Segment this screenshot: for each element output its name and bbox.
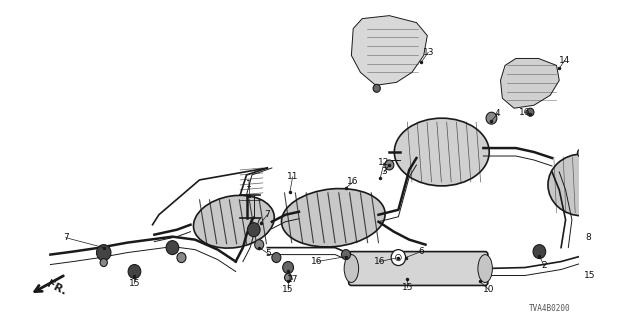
Circle shape [584,245,589,251]
Circle shape [486,112,497,124]
Circle shape [595,248,600,255]
Ellipse shape [282,188,385,247]
Ellipse shape [344,255,358,283]
Text: 14: 14 [559,56,570,65]
Text: 17: 17 [287,275,298,284]
Text: 16: 16 [311,257,323,266]
Circle shape [166,241,179,255]
Text: FR.: FR. [45,279,68,298]
Circle shape [385,160,394,170]
Circle shape [592,258,603,269]
Circle shape [285,274,292,282]
Text: 8: 8 [586,233,591,242]
Circle shape [580,241,593,255]
Text: 3: 3 [381,167,387,176]
Circle shape [255,240,264,250]
Ellipse shape [394,118,489,186]
Circle shape [533,244,546,259]
Text: 7: 7 [63,233,68,242]
Text: 11: 11 [287,172,298,181]
Polygon shape [351,16,428,85]
Circle shape [272,252,281,262]
FancyBboxPatch shape [349,252,488,285]
Circle shape [97,244,111,260]
Text: TVA4B0200: TVA4B0200 [529,304,570,313]
Text: 7: 7 [264,210,270,219]
Text: 2: 2 [541,261,547,270]
Text: 12: 12 [378,158,390,167]
Circle shape [590,244,604,260]
Circle shape [580,255,593,268]
Text: 13: 13 [422,48,434,57]
Circle shape [635,177,640,189]
Circle shape [177,252,186,262]
Text: 16: 16 [374,257,385,266]
Ellipse shape [478,255,492,283]
Circle shape [527,108,534,116]
Text: 15: 15 [402,283,413,292]
Text: 10: 10 [483,285,495,294]
Text: 15: 15 [129,279,140,288]
Text: 15: 15 [282,285,294,294]
Circle shape [577,149,584,157]
Circle shape [283,261,294,274]
Ellipse shape [548,154,616,216]
Ellipse shape [193,195,275,248]
Text: 16: 16 [519,108,531,117]
Circle shape [341,250,351,260]
Text: 15: 15 [584,271,596,280]
Circle shape [100,259,108,267]
Text: 4: 4 [495,109,500,118]
Circle shape [248,223,260,237]
Circle shape [373,84,380,92]
Polygon shape [500,59,559,108]
Circle shape [396,254,401,261]
Circle shape [128,265,141,278]
Text: 5: 5 [266,249,271,258]
Circle shape [391,250,406,266]
Text: 6: 6 [418,247,424,256]
Text: 16: 16 [348,177,359,187]
Text: 1: 1 [246,180,252,189]
